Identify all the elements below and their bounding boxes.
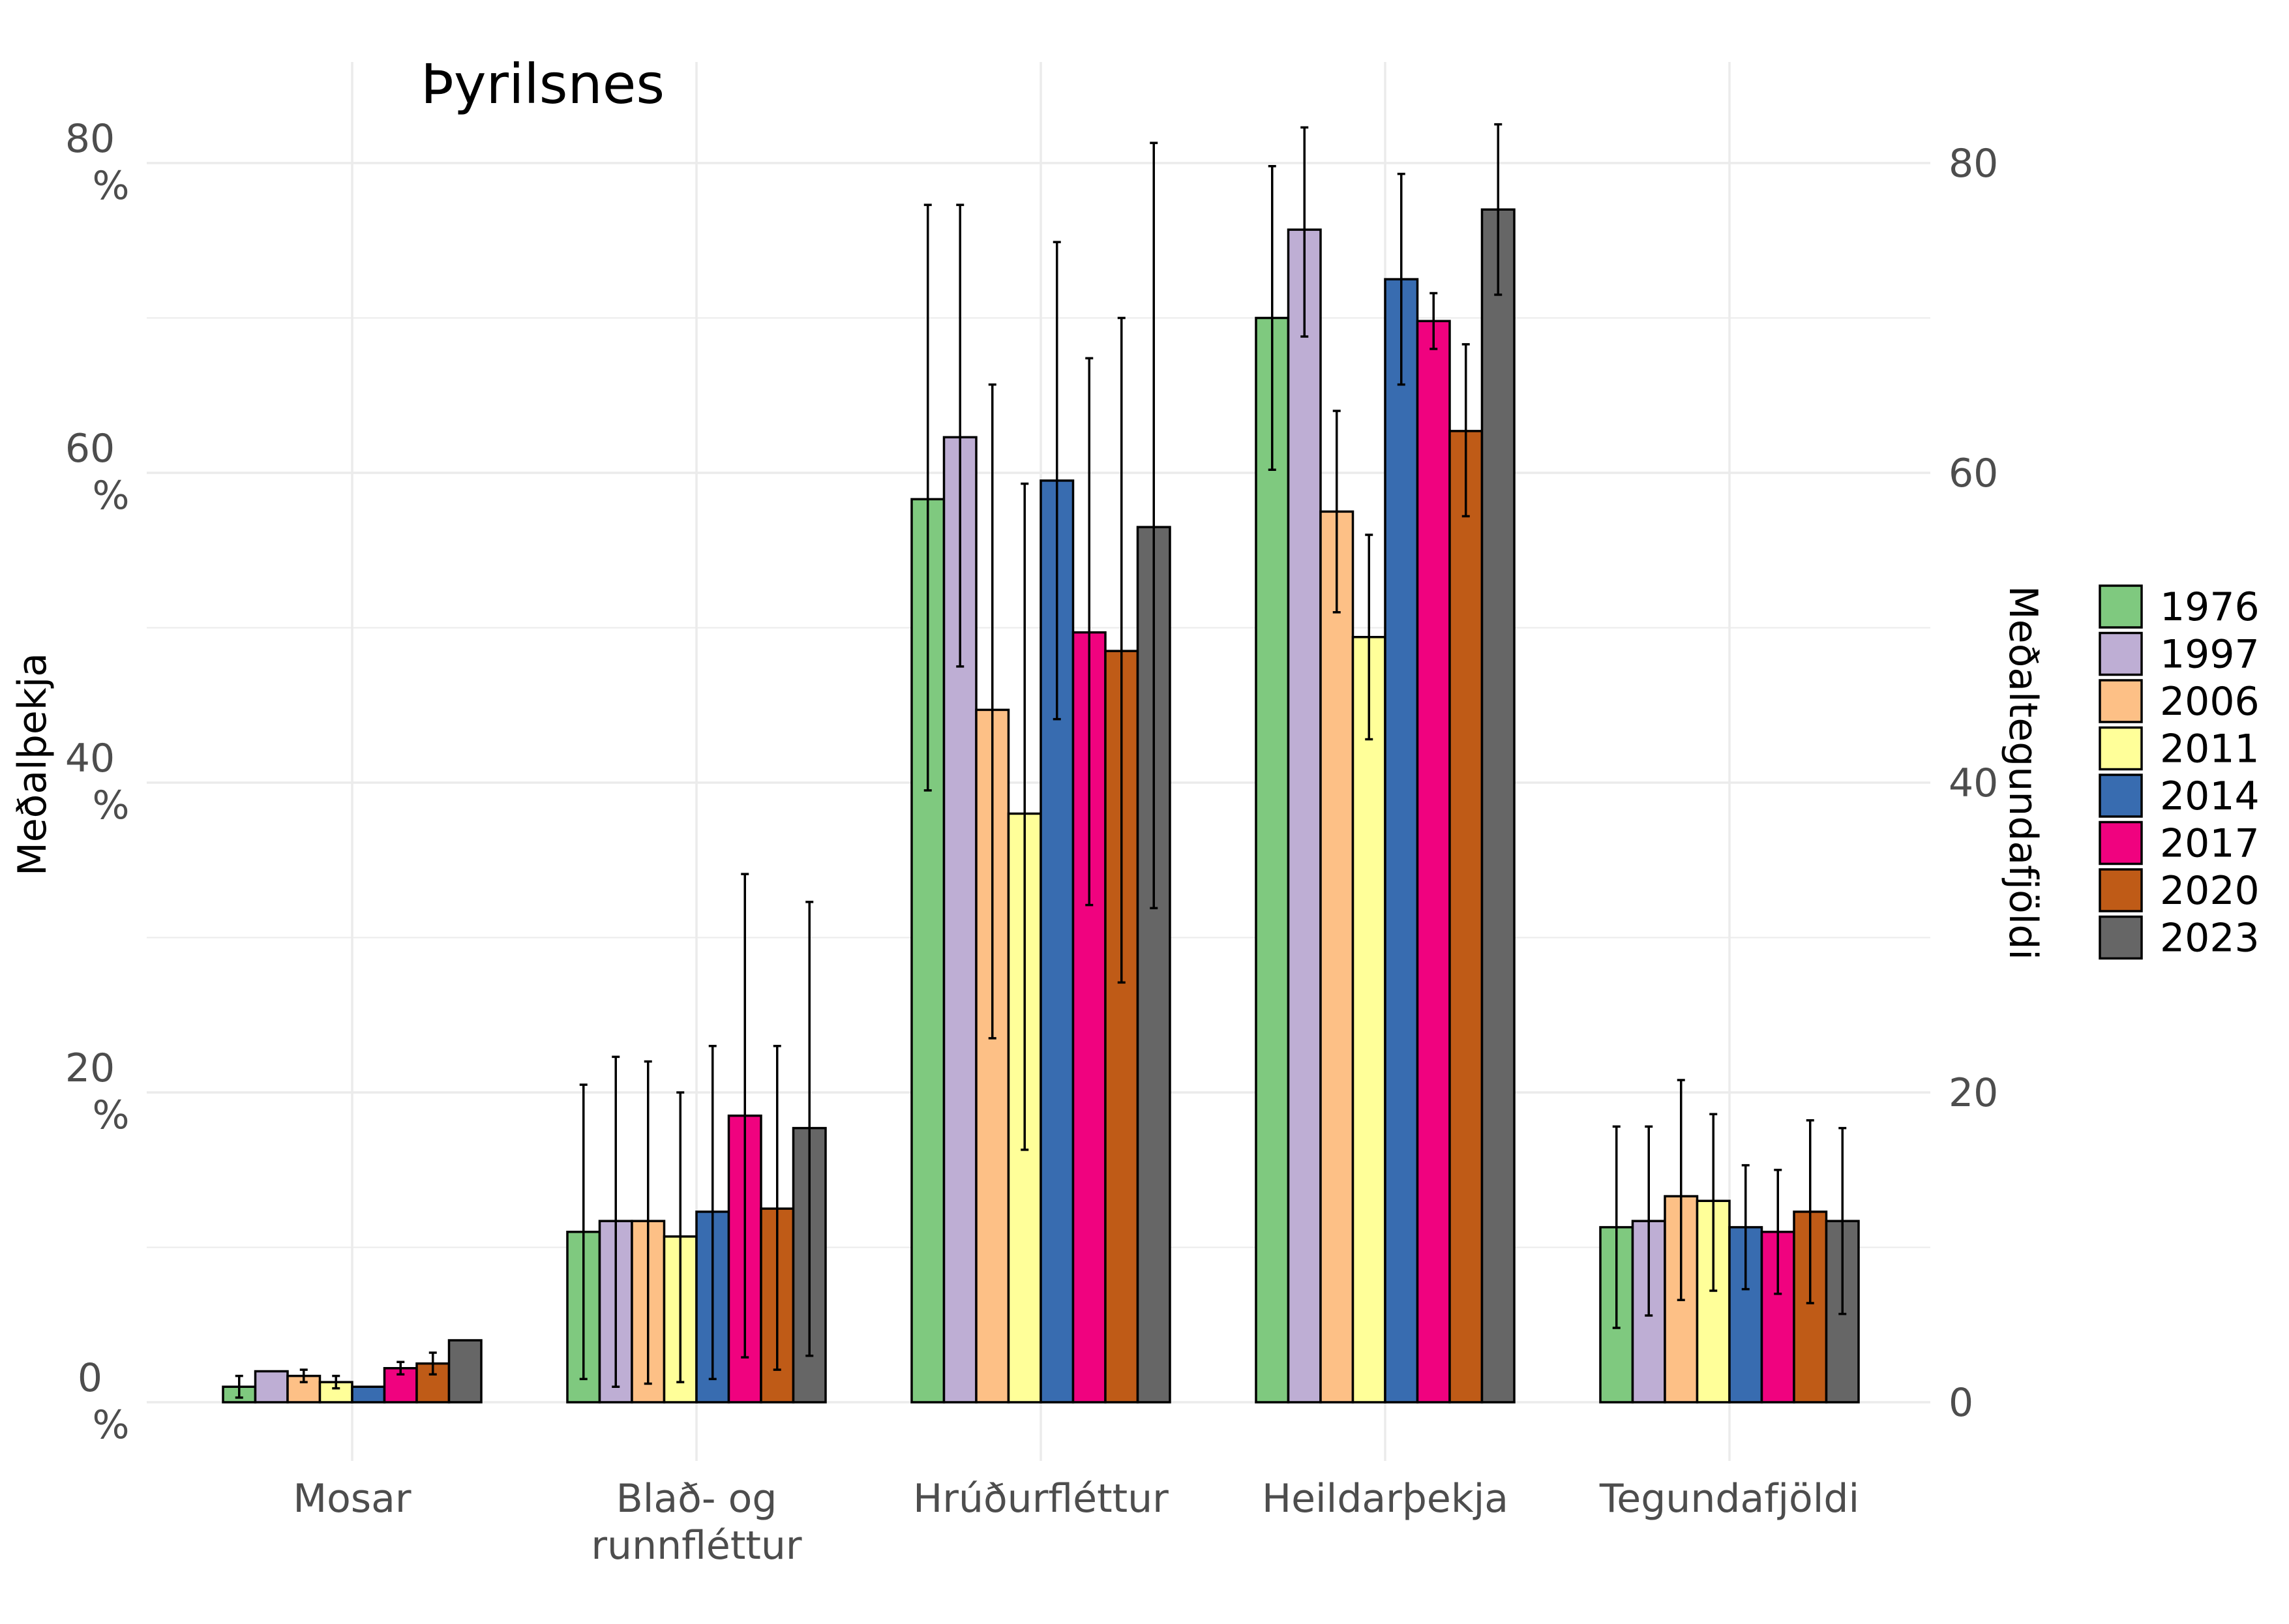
y2-tick-label: 80 xyxy=(1949,141,1998,187)
bar-2023-3 xyxy=(1480,208,1516,1404)
legend-item-1997: 1997 xyxy=(2099,631,2260,678)
error-bar-2020-4 xyxy=(1806,1119,1814,1304)
error-bar-2006-2 xyxy=(988,383,996,1040)
legend-swatch xyxy=(2099,726,2143,771)
legend-item-2011: 2011 xyxy=(2099,726,2260,772)
x-tick-label: Heildarþekja xyxy=(1262,1476,1508,1522)
y-tick-label: 20% xyxy=(65,1045,130,1138)
bar-1997-0 xyxy=(254,1370,289,1404)
bar-1976-3 xyxy=(1255,316,1290,1404)
legend-swatch xyxy=(2099,679,2143,723)
bar-2017-3 xyxy=(1416,320,1451,1404)
legend-swatch xyxy=(2099,868,2143,912)
chart-title: Þyrilsnes xyxy=(421,52,665,116)
error-bar-2014-2 xyxy=(1053,241,1061,721)
axes: 0 % 20 % 40 % 60 % 80 % 0 20 40 60 80 Mosar Blað- og runn… xyxy=(65,116,1999,1569)
legend-swatch xyxy=(2099,584,2143,629)
error-bar-2023-2 xyxy=(1150,142,1158,910)
legend-label: 1997 xyxy=(2160,632,2260,678)
error-bar-1976-2 xyxy=(923,203,932,792)
legend-item-2017: 2017 xyxy=(2099,820,2260,867)
error-bar-2023-1 xyxy=(805,901,814,1357)
error-bar-2017-2 xyxy=(1085,357,1094,907)
error-bar-2014-4 xyxy=(1741,1164,1750,1291)
error-bar-1997-4 xyxy=(1645,1125,1653,1317)
legend-label: 2023 xyxy=(2160,916,2260,961)
y-tick-label: 60% xyxy=(65,426,130,519)
error-bar-2017-4 xyxy=(1774,1169,1782,1295)
bar-2014-0 xyxy=(351,1385,386,1404)
x-tick-label: Tegundafjöldi xyxy=(1599,1476,1859,1522)
error-bar-2006-1 xyxy=(644,1060,652,1385)
legend-swatch xyxy=(2099,774,2143,818)
error-bar-1976-4 xyxy=(1612,1125,1621,1329)
legend-label: 1976 xyxy=(2160,584,2260,630)
error-bar-2017-1 xyxy=(741,873,749,1359)
error-bar-1997-1 xyxy=(612,1055,620,1388)
legend-label: 2014 xyxy=(2160,774,2260,819)
y2-axis-label: Meðaltegundafjöldi xyxy=(2000,586,2046,960)
error-bar-1976-3 xyxy=(1268,165,1276,471)
legend-swatch xyxy=(2099,631,2143,676)
error-bar-2020-2 xyxy=(1117,316,1126,984)
error-bar-2017-3 xyxy=(1429,292,1438,350)
legend-label: 2020 xyxy=(2160,868,2260,914)
y-axis-label: Meðalþekja xyxy=(10,653,55,876)
error-bar-2023-4 xyxy=(1838,1126,1847,1316)
error-bar-2023-3 xyxy=(1494,123,1503,296)
error-bar-1976-1 xyxy=(579,1083,588,1381)
error-bar-2017-0 xyxy=(396,1361,405,1376)
bar-2020-3 xyxy=(1448,430,1484,1404)
error-bar-2011-4 xyxy=(1709,1113,1718,1292)
error-bar-2006-4 xyxy=(1677,1079,1685,1301)
legend-item-2006: 2006 xyxy=(2099,679,2260,725)
y2-tick-label: 60 xyxy=(1949,451,1998,496)
error-bar-1997-2 xyxy=(956,203,965,668)
y2-tick-label: 0 xyxy=(1949,1380,1973,1426)
y-tick-label: 0% xyxy=(78,1355,130,1448)
error-bar-1976-0 xyxy=(235,1374,243,1399)
x-tick-label: Blað- og runnfléttur xyxy=(591,1476,802,1569)
y-tick-label: 40% xyxy=(65,736,130,828)
y-tick-label: 80% xyxy=(65,116,130,209)
error-bars xyxy=(235,123,1847,1399)
legend-label: 2011 xyxy=(2160,727,2260,772)
x-tick-label: Hrúðurfléttur xyxy=(913,1476,1169,1522)
error-bar-2011-2 xyxy=(1021,482,1029,1151)
legend-item-2014: 2014 xyxy=(2099,774,2260,819)
error-bar-1997-3 xyxy=(1300,126,1309,338)
error-bar-2014-3 xyxy=(1397,172,1405,386)
error-bar-2020-1 xyxy=(773,1045,781,1371)
legend-swatch xyxy=(2099,915,2143,960)
error-bar-2011-1 xyxy=(676,1091,685,1383)
y2-tick-label: 20 xyxy=(1949,1070,1998,1116)
bar-2011-3 xyxy=(1351,636,1386,1404)
error-bar-2006-0 xyxy=(299,1368,308,1383)
error-bar-2020-3 xyxy=(1461,343,1470,518)
bar-1997-3 xyxy=(1287,228,1322,1404)
legend-label: 2006 xyxy=(2160,679,2260,725)
x-tick-label: Mosar xyxy=(293,1476,411,1522)
error-bar-2011-3 xyxy=(1365,534,1373,741)
error-bar-2006-3 xyxy=(1332,410,1341,614)
legend-item-2023: 2023 xyxy=(2099,915,2260,961)
error-bar-2020-0 xyxy=(428,1351,437,1376)
legend-label: 2017 xyxy=(2160,821,2260,867)
y2-tick-label: 40 xyxy=(1949,760,1998,806)
legend-swatch xyxy=(2099,820,2143,865)
error-bar-2011-0 xyxy=(332,1374,340,1390)
legend-item-1976: 1976 xyxy=(2099,584,2260,630)
bar-2023-0 xyxy=(447,1339,483,1404)
error-bar-2014-1 xyxy=(708,1045,717,1381)
bar-2006-3 xyxy=(1319,510,1354,1404)
bar-2014-3 xyxy=(1384,278,1419,1404)
legend-item-2020: 2020 xyxy=(2099,868,2260,914)
